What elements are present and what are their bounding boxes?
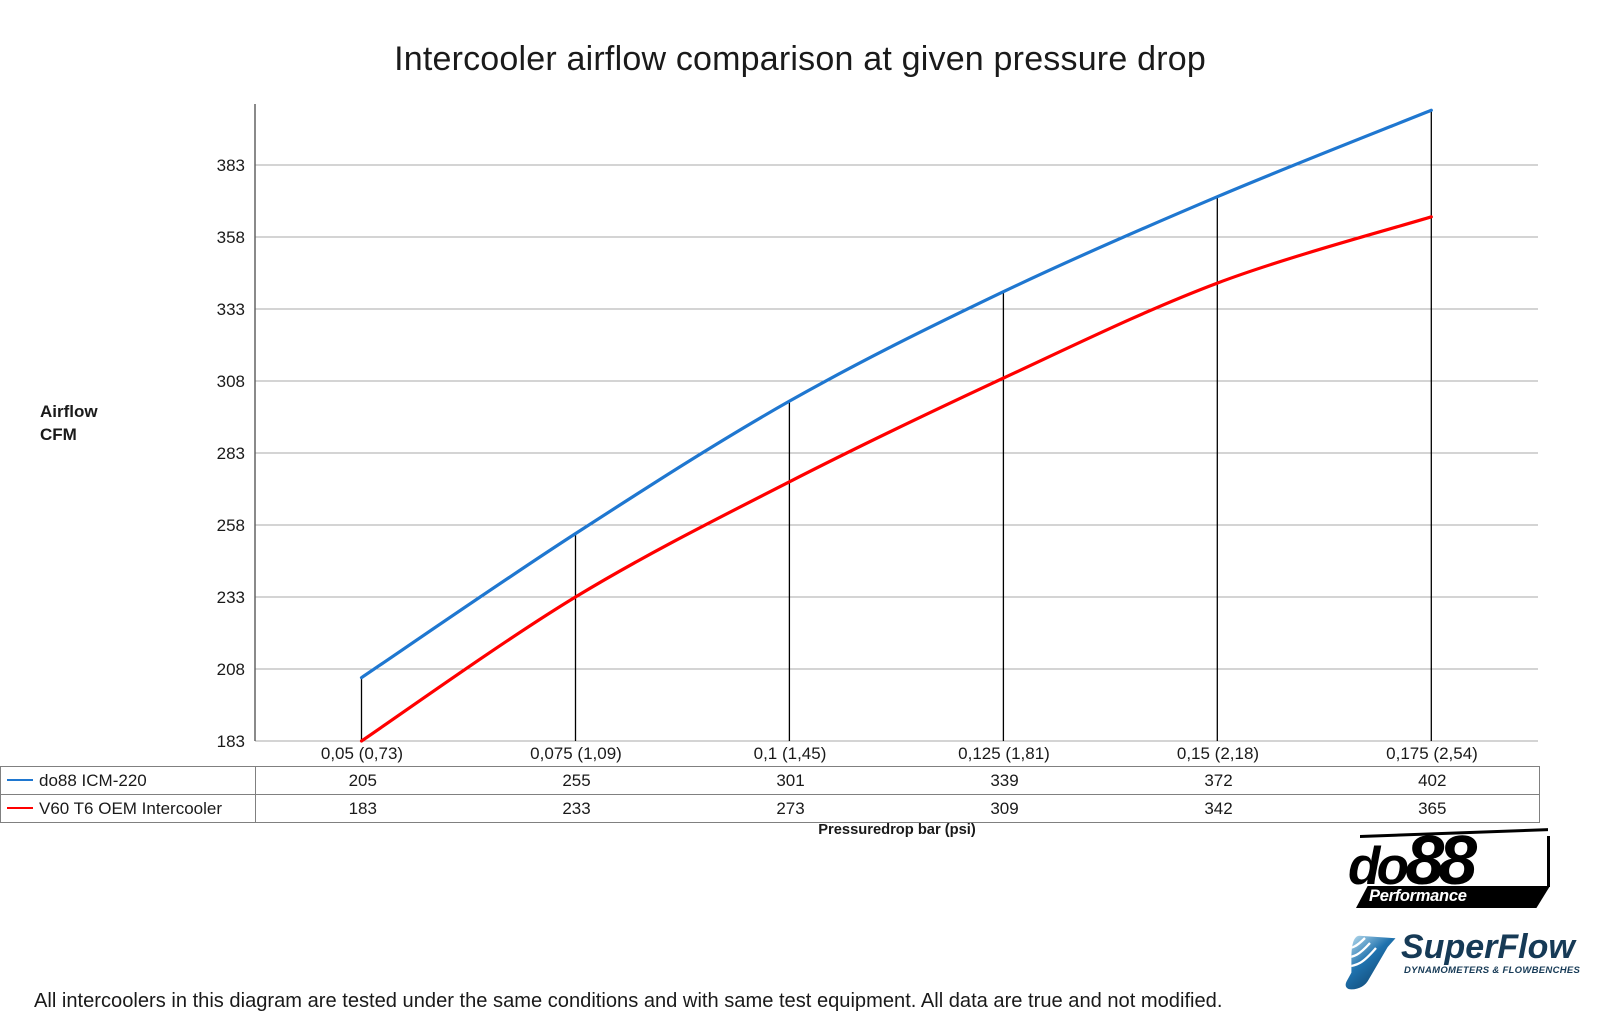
svg-text:208: 208 — [217, 660, 245, 679]
svg-text:283: 283 — [217, 444, 245, 463]
svg-text:358: 358 — [217, 228, 245, 247]
svg-text:383: 383 — [217, 156, 245, 175]
svg-text:308: 308 — [217, 372, 245, 391]
svg-text:258: 258 — [217, 516, 245, 535]
svg-text:333: 333 — [217, 300, 245, 319]
svg-text:233: 233 — [217, 588, 245, 607]
svg-text:183: 183 — [217, 732, 245, 751]
